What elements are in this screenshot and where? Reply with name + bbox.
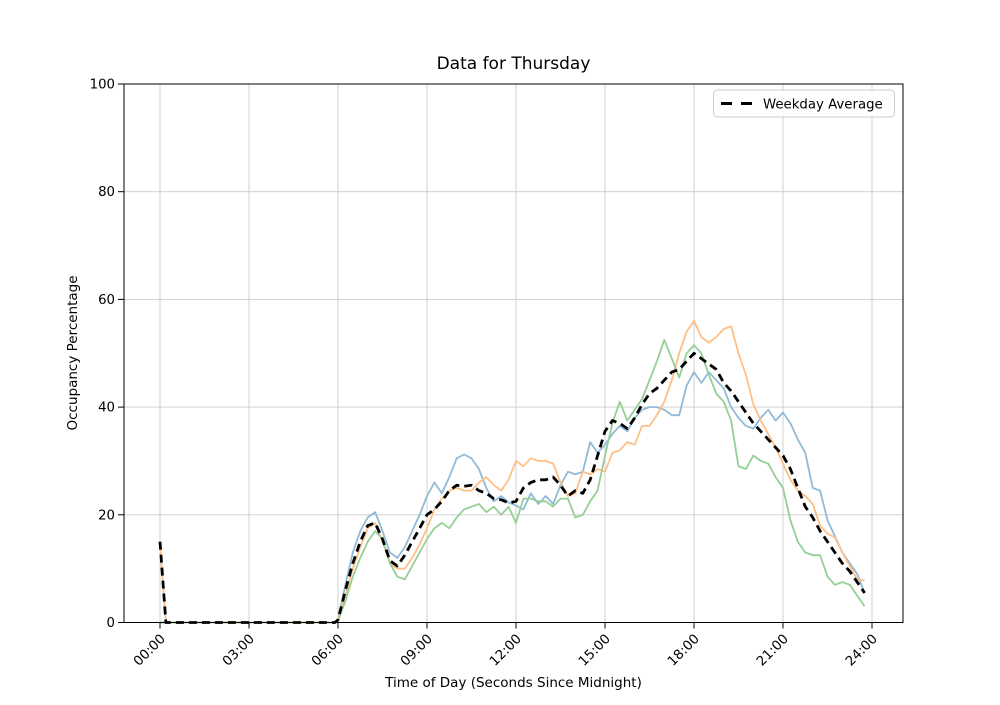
line-day-series-2 xyxy=(159,319,865,624)
x-tick-label: 09:00 xyxy=(398,632,436,670)
grid-lines xyxy=(124,83,903,623)
y-tick-label: 100 xyxy=(90,78,115,93)
y-tick-label: 40 xyxy=(98,401,115,416)
chart-title: Data for Thursday xyxy=(437,54,591,74)
x-tick-label: 06:00 xyxy=(309,632,347,670)
legend-label: Weekday Average xyxy=(763,98,883,113)
x-tick-label: 03:00 xyxy=(220,632,258,670)
tick-marks xyxy=(118,83,873,629)
plot-border xyxy=(123,83,904,623)
x-tick-labels: 00:00 03:00 06:00 09:00 12:00 15:00 18:00 21:00… xyxy=(131,632,881,670)
y-tick-label: 0 xyxy=(107,616,115,631)
y-tick-labels: 0 20 40 60 80 100 xyxy=(90,78,115,632)
line-day-series-1 xyxy=(160,371,866,624)
x-tick-label: 21:00 xyxy=(754,632,792,670)
line-weekday-average xyxy=(158,351,866,624)
x-tick-label: 15:00 xyxy=(576,632,614,670)
legend-box xyxy=(713,89,895,118)
y-axis-label: Occupancy Percentage xyxy=(65,275,81,430)
x-tick-label: 00:00 xyxy=(131,632,169,670)
y-tick-label: 20 xyxy=(98,508,115,523)
y-tick-label: 80 xyxy=(98,185,115,200)
x-axis-label: Time of Day (Seconds Since Midnight) xyxy=(384,675,642,691)
legend: Weekday Average xyxy=(713,89,895,118)
line-day-series-3 xyxy=(160,338,866,624)
y-tick-label: 60 xyxy=(98,293,115,308)
x-tick-label: 18:00 xyxy=(665,632,703,670)
x-tick-label: 12:00 xyxy=(487,632,525,670)
x-tick-label: 24:00 xyxy=(843,632,881,670)
series-lines xyxy=(158,319,866,624)
